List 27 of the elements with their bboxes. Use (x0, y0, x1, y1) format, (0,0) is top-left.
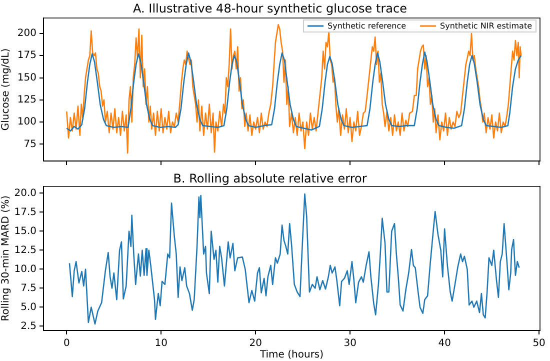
y-tick-label: 20.0 (14, 188, 36, 199)
y-tick-label: 75 (24, 138, 36, 150)
y-tick-label: 175 (17, 50, 36, 62)
y-tick-label: 12.5 (14, 244, 36, 256)
chart-title: B. Rolling absolute relative error (173, 171, 367, 186)
x-tick-label: 10 (154, 338, 168, 349)
x-axis-title: Time (hours) (258, 350, 324, 361)
y-tick-label: 10.0 (14, 264, 36, 275)
y-axis-title: Glucose (mg/dL) (0, 48, 12, 131)
y-tick-label: 125 (17, 94, 36, 106)
y-tick-label: 5.0 (20, 302, 36, 313)
y-tick-label: 100 (17, 116, 36, 128)
y-tick-label: 200 (17, 28, 36, 40)
y-axis-title: Rolling 30-min MARD (%) (0, 195, 12, 322)
legend-label: Synthetic NIR estimate (440, 22, 532, 31)
legend-label: Synthetic reference (328, 22, 406, 31)
x-tick-label: 40 (438, 338, 451, 349)
chart-title: A. Illustrative 48-hour synthetic glucose trace (133, 1, 407, 16)
y-tick-label: 17.5 (14, 206, 36, 218)
x-tick-label: 20 (249, 338, 262, 349)
y-tick-label: 7.5 (20, 282, 36, 294)
y-tick-label: 2.5 (20, 320, 36, 332)
x-tick-label: 50 (532, 338, 546, 349)
y-tick-label: 150 (17, 72, 36, 84)
x-tick-label: 30 (344, 338, 356, 349)
x-tick-label: 0 (63, 338, 70, 349)
y-tick-label: 15.0 (14, 226, 36, 237)
